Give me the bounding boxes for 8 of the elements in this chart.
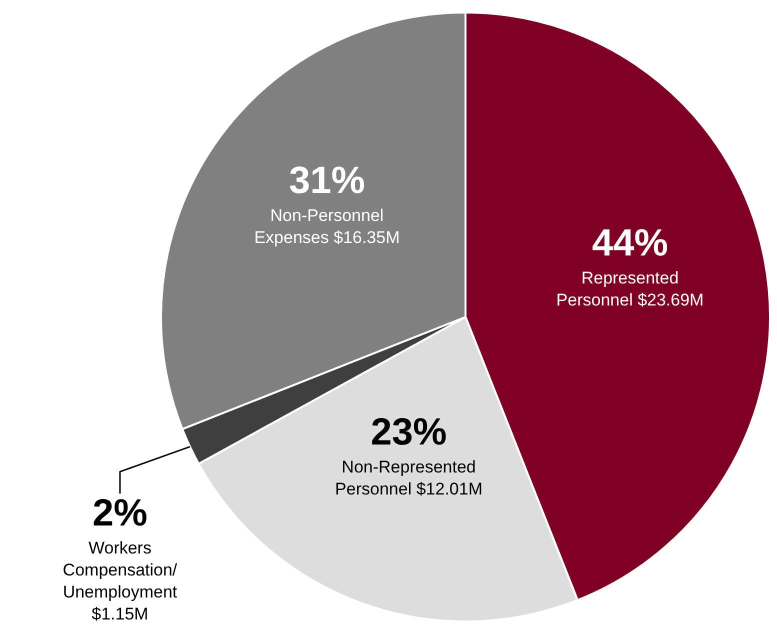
data-label: 2%	[92, 492, 148, 535]
slice-label: Represented Personnel $23.69M	[556, 268, 704, 310]
data-label: 23%	[370, 412, 447, 454]
slice-label: Non-Represented Personnel $12.01M	[335, 458, 482, 499]
data-label: 31%	[288, 160, 366, 202]
data-label: 44%	[592, 222, 668, 265]
slice-label: Workers Compensation/ Unemployment $1.15M	[62, 538, 178, 624]
slice-label: Non-Personnel Expenses $16.35M	[254, 206, 400, 247]
